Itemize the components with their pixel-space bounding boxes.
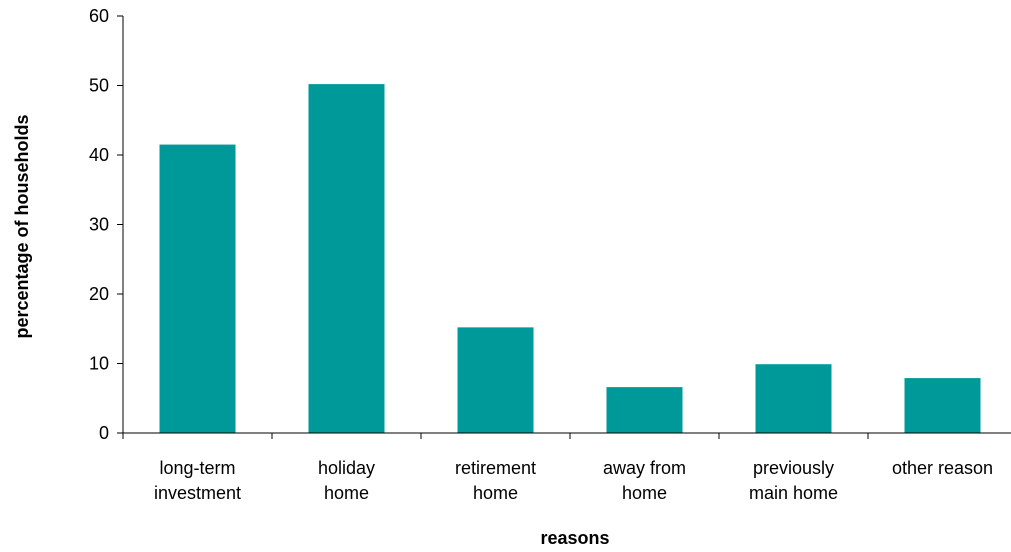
x-tick-label: other reason — [892, 458, 993, 478]
y-axis: 0 10 20 30 40 50 60 — [89, 6, 124, 443]
y-tick-label: 20 — [89, 284, 109, 304]
y-tick-label: 30 — [89, 215, 109, 235]
x-tick-label: long-term investment — [154, 458, 241, 503]
x-tick-label: retirement home — [455, 458, 536, 503]
x-axis: long-term investment holiday home retirement… — [122, 432, 1011, 503]
y-tick-label: 0 — [99, 423, 109, 443]
bar — [457, 327, 534, 433]
x-tick-label: away from home — [603, 458, 686, 503]
bar — [308, 84, 385, 434]
y-tick-label: 50 — [89, 76, 109, 96]
bar — [755, 364, 832, 433]
bar — [159, 144, 236, 433]
y-tick-label: 40 — [89, 145, 109, 165]
x-tick-label: previously main home — [749, 458, 838, 503]
y-axis-title: percentage of households — [12, 114, 32, 338]
y-tick-label: 60 — [89, 6, 109, 26]
bar — [904, 378, 981, 433]
x-axis-title: reasons — [540, 528, 609, 548]
x-tick-label: holiday home — [318, 458, 375, 503]
bar — [606, 387, 683, 433]
bars-group — [159, 84, 981, 434]
y-tick-label: 10 — [89, 354, 109, 374]
